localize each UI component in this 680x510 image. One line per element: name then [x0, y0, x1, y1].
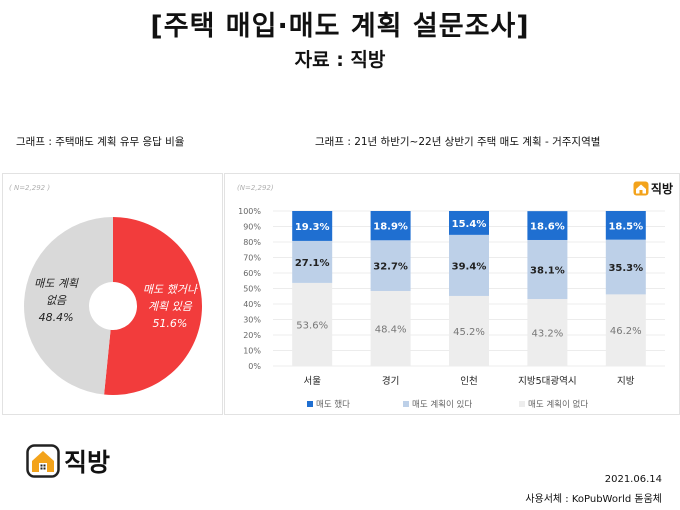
pie-slice-label: 계획 있음	[148, 300, 193, 313]
page-subtitle: 자료 : 직방	[294, 49, 386, 71]
bar-data-label: 18.6%	[530, 222, 565, 233]
bar-data-label: 45.2%	[453, 327, 485, 338]
bar-chart-panel: (N=2,292) 직방 0% 10% 20% 30% 40% 50% 60% 70% 80% 9…	[224, 173, 680, 415]
right-chart-caption: 그래프 : 21년 하반기~22년 상반기 주택 매도 계획 - 거주지역별	[315, 136, 601, 148]
bar-data-label: 43.2%	[532, 329, 564, 340]
x-tick-label: 인천	[460, 376, 477, 387]
y-tick-label: 50%	[243, 285, 261, 294]
pie-slice-label: 매도 했거나	[143, 283, 199, 296]
panel-brand-logo: 직방	[633, 180, 673, 197]
bar-data-label: 38.1%	[530, 266, 565, 277]
bar-data-label: 48.4%	[375, 324, 407, 335]
legend-swatch	[403, 401, 409, 407]
bar-segment	[527, 239, 568, 300]
pie-slice-label: 없음	[46, 294, 67, 307]
bar-data-label: 15.4%	[452, 219, 487, 230]
brand-logo: 직방	[26, 443, 110, 479]
house-logo-icon	[26, 444, 60, 478]
pie-slice-value: 48.4%	[39, 311, 74, 324]
bar-segment	[449, 211, 489, 235]
footer-date: 2021.06.14	[604, 474, 662, 485]
bar-data-label: 27.1%	[295, 258, 330, 269]
bar-segment	[370, 211, 411, 241]
legend-label: 매도 했다	[316, 399, 350, 410]
pie-sample-size: ( N=2,292 )	[9, 184, 51, 192]
x-tick-label: 지방	[617, 376, 635, 387]
bar-segment	[449, 234, 489, 296]
y-tick-label: 70%	[243, 254, 261, 263]
bar-data-label: 53.6%	[296, 320, 328, 331]
x-tick-label: 경기	[382, 375, 399, 387]
bar-segment	[292, 211, 333, 241]
stacked-bar-chart: 0% 10% 20% 30% 40% 50% 60% 70% 80% 90% 100% 53.6% 27…	[238, 207, 665, 410]
y-tick-label: 10%	[243, 347, 261, 356]
pie-slice-value: 51.6%	[152, 317, 187, 330]
legend-swatch	[519, 401, 525, 407]
bar-segment	[605, 294, 646, 366]
bar-segment	[605, 211, 646, 240]
bar-segment	[370, 290, 411, 366]
y-tick-label: 60%	[243, 269, 261, 278]
footer-font-note: 사용서체 : KoPubWorld 돋움체	[525, 494, 662, 505]
bar-data-label: 18.9%	[373, 222, 408, 233]
y-tick-label: 40%	[243, 300, 261, 309]
panel-brand-text: 직방	[650, 182, 673, 196]
bar-sample-size: (N=2,292)	[237, 184, 274, 192]
legend-label: 매도 계획이 없다	[528, 399, 588, 410]
page-title: [주택 매입·매도 계획 설문조사]	[150, 11, 530, 42]
legend-swatch	[307, 401, 313, 407]
pie-slice	[104, 217, 202, 395]
y-tick-label: 80%	[243, 238, 261, 247]
bar-data-label: 46.2%	[610, 326, 642, 337]
y-tick-label: 30%	[243, 316, 261, 325]
bar-segment	[370, 240, 411, 291]
pie-slice-label: 매도 계획	[34, 277, 79, 290]
y-tick-label: 90%	[243, 223, 261, 232]
bar-data-label: 18.5%	[608, 221, 643, 232]
bar-segment	[292, 240, 333, 283]
bar-data-label: 19.3%	[295, 222, 330, 233]
bar-segment	[527, 299, 568, 366]
bar-data-label: 32.7%	[373, 262, 408, 273]
y-tick-label: 20%	[243, 331, 261, 340]
left-chart-caption: 그래프 : 주택매도 계획 유무 응답 비율	[16, 136, 185, 148]
y-tick-label: 100%	[238, 207, 261, 216]
bar-segment	[449, 295, 489, 366]
bar-data-label: 39.4%	[452, 261, 487, 272]
bar-segment	[292, 282, 333, 366]
bar-segment	[605, 239, 646, 295]
bar-data-label: 35.3%	[608, 263, 643, 274]
pie-slice	[23, 217, 114, 395]
x-tick-label: 지방5대광역시	[518, 375, 576, 387]
y-tick-label: 0%	[248, 362, 261, 371]
x-tick-label: 서울	[303, 376, 321, 387]
brand-text: 직방	[64, 448, 111, 477]
house-icon	[633, 181, 649, 196]
bar-segment	[527, 211, 568, 240]
legend-label: 매도 계획이 있다	[412, 399, 472, 410]
